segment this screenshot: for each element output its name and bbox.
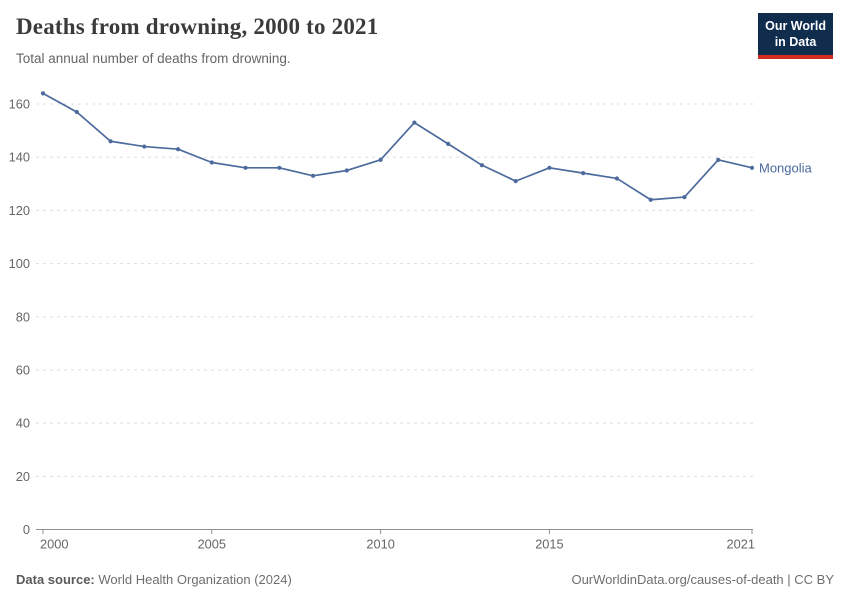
data-point[interactable]: [716, 157, 721, 162]
chart-subtitle: Total annual number of deaths from drown…: [16, 51, 291, 66]
data-source: Data source: World Health Organization (…: [16, 572, 292, 587]
x-axis-tick-label: 2015: [535, 537, 563, 552]
data-point[interactable]: [682, 194, 687, 200]
owid-logo[interactable]: Our World in Data: [758, 13, 833, 60]
x-axis-tick-label: 2021: [727, 537, 755, 552]
credit-link[interactable]: OurWorldinData.org/causes-of-death | CC …: [571, 572, 834, 587]
series-label: Mongolia: [759, 160, 813, 175]
data-point[interactable]: [581, 171, 586, 176]
data-point[interactable]: [614, 176, 620, 181]
y-axis-tick-label: 40: [16, 416, 30, 431]
chart-canvas[interactable]: 0 20 40 60 80 100 120 140 160 2000 2005 2010 2015 202…: [0, 78, 850, 552]
owid-logo-line1: Our World: [765, 19, 826, 33]
data-source-value: World Health Organization (2024): [98, 572, 292, 587]
data-point[interactable]: [547, 165, 552, 170]
owid-logo-line2: in Data: [774, 34, 817, 49]
line-chart[interactable]: 0 20 40 60 80 100 120 140 160 2000 2005 2010 2015 202…: [0, 78, 850, 552]
y-axis-tick-label: 160: [9, 97, 30, 112]
x-axis-tick-label: 2010: [366, 537, 394, 552]
y-axis-tick-label: 60: [16, 362, 30, 377]
y-axis-tick-label: 80: [16, 309, 30, 324]
y-axis-tick-label: 120: [9, 203, 30, 218]
data-source-label: Data source:: [16, 572, 95, 587]
data-point[interactable]: [175, 147, 181, 152]
data-point[interactable]: [142, 144, 147, 149]
data-point[interactable]: [209, 160, 214, 165]
chart-title: Deaths from drowning, 2000 to 2021: [16, 14, 379, 39]
x-axis-tick-label: 2005: [198, 537, 226, 552]
data-point[interactable]: [310, 173, 316, 178]
data-point[interactable]: [74, 109, 79, 115]
y-axis-tick-label: 100: [9, 256, 30, 271]
y-axis-tick-label: 140: [9, 150, 30, 165]
trend-line[interactable]: [42, 92, 753, 201]
y-axis-tick-label: 0: [23, 522, 30, 537]
data-point[interactable]: [378, 157, 383, 162]
data-point[interactable]: [344, 168, 349, 173]
data-point[interactable]: [479, 163, 485, 168]
data-point[interactable]: [40, 91, 46, 96]
data-point[interactable]: [749, 165, 755, 170]
data-point[interactable]: [277, 165, 282, 170]
data-point[interactable]: [513, 179, 518, 184]
data-point[interactable]: [412, 120, 417, 125]
data-point[interactable]: [446, 141, 451, 146]
data-point[interactable]: [243, 165, 248, 170]
chart-footer: Data source: World Health Organization (…: [16, 572, 834, 587]
y-axis-tick-label: 20: [16, 469, 30, 484]
data-point[interactable]: [108, 139, 113, 144]
data-point[interactable]: [648, 197, 653, 202]
x-axis-tick-label: 2000: [40, 537, 68, 552]
